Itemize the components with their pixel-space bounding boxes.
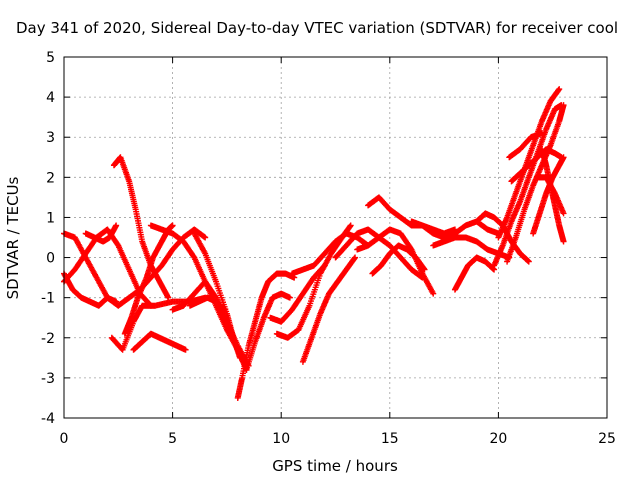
data-point	[113, 298, 120, 305]
data-point	[352, 254, 359, 261]
x-tick-label: 20	[489, 431, 507, 447]
data-series	[451, 254, 498, 293]
data-series	[126, 226, 209, 301]
data-series	[110, 154, 172, 301]
x-axis-label: GPS time / hours	[272, 457, 398, 475]
y-tick-label: 0	[46, 251, 55, 267]
data-point	[202, 234, 209, 241]
data-point	[421, 266, 428, 273]
data-series	[534, 174, 567, 217]
data-series	[369, 242, 428, 277]
data-point	[560, 154, 567, 161]
data-series	[243, 290, 293, 373]
data-series	[130, 330, 189, 353]
y-tick-label: -2	[41, 331, 55, 347]
y-tick-label: 2	[46, 170, 55, 186]
data-point	[113, 222, 120, 229]
x-tick-label: 15	[381, 431, 399, 447]
data-point	[560, 102, 567, 109]
data-series	[191, 230, 243, 361]
data-point	[560, 210, 567, 217]
y-tick-label: 5	[46, 50, 55, 66]
data-point	[538, 130, 545, 137]
x-tick-label: 25	[598, 431, 616, 447]
data-points	[61, 86, 567, 401]
data-point	[182, 346, 189, 353]
y-tick-label: -1	[41, 291, 55, 307]
data-series	[186, 294, 228, 313]
data-series	[332, 226, 426, 281]
data-point	[221, 306, 228, 313]
y-tick-label: 3	[46, 130, 55, 146]
y-tick-label: -4	[41, 411, 55, 427]
grid-lines	[64, 57, 607, 418]
data-point	[430, 290, 437, 297]
data-point	[169, 222, 176, 229]
y-axis-label: SDTVAR / TECUs	[4, 176, 22, 299]
data-point	[525, 258, 532, 265]
y-tick-label: 1	[46, 210, 55, 226]
data-point	[320, 263, 327, 270]
data-series	[267, 262, 328, 325]
data-series	[61, 230, 133, 309]
axis-ticks: 0 5 10 15 20 25 -4 -3 -2 -1 0 1 2 3 4 5	[41, 50, 616, 447]
data-series	[506, 130, 545, 161]
data-point	[347, 222, 354, 229]
data-point	[321, 262, 328, 269]
x-tick-label: 0	[60, 431, 69, 447]
data-series	[354, 226, 437, 297]
data-series	[82, 222, 120, 245]
x-tick-label: 5	[168, 431, 177, 447]
plot-frame	[63, 56, 608, 419]
data-series	[299, 254, 359, 365]
data-point	[560, 238, 567, 245]
data-series	[504, 102, 567, 265]
data-point	[286, 294, 293, 301]
x-tick-label: 10	[272, 431, 290, 447]
chart-title: Day 341 of 2020, Sidereal Day-to-day VTE…	[16, 19, 618, 37]
data-point	[236, 354, 243, 361]
y-tick-label: -3	[41, 371, 55, 387]
y-tick-label: 4	[46, 90, 55, 106]
data-series	[365, 194, 458, 237]
data-series	[61, 270, 120, 309]
data-point	[556, 86, 563, 93]
data-series	[234, 270, 298, 401]
